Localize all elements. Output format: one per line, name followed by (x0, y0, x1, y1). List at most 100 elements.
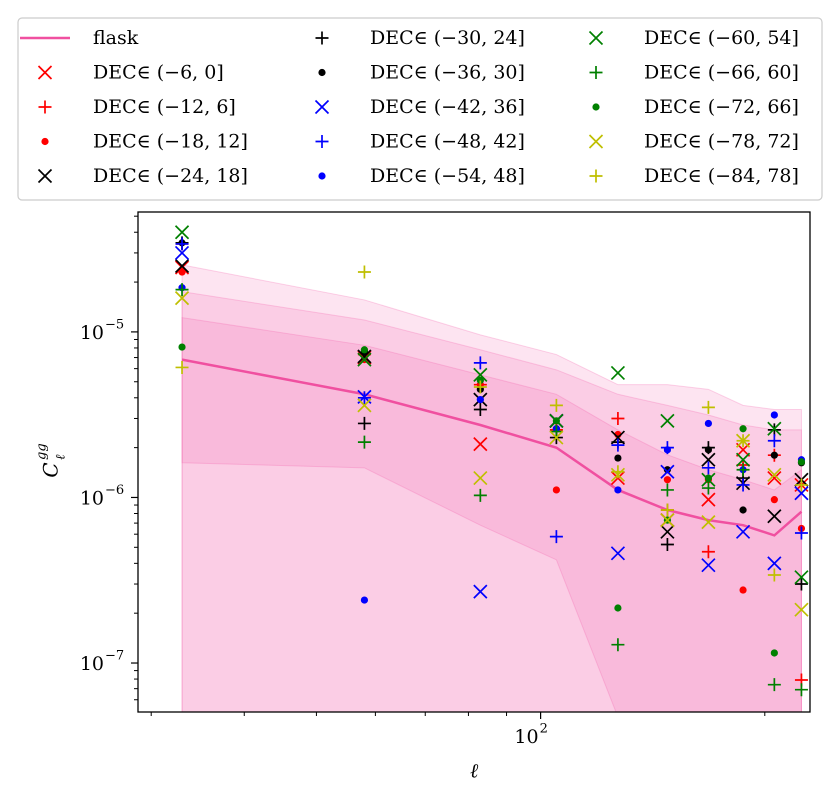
legend-label: DEC∈ (−66, 60] (644, 62, 799, 84)
point (794, 577, 808, 591)
point (174, 245, 190, 261)
point (736, 478, 750, 492)
legend-label: DEC∈ (−48, 42] (370, 131, 525, 153)
point (767, 470, 782, 486)
legend-swatch (314, 99, 330, 115)
point (476, 376, 484, 384)
point (660, 413, 675, 429)
point (701, 492, 716, 507)
legend-label: DEC∈ (−6, 0] (93, 62, 224, 84)
legend-label: DEC∈ (−30, 24] (370, 27, 525, 49)
point (660, 483, 674, 497)
point (357, 416, 371, 430)
point (735, 524, 751, 539)
point (736, 434, 750, 448)
y-tick-exponent: −6 (105, 483, 124, 498)
point (794, 526, 808, 540)
legend-swatch (37, 65, 53, 80)
point (174, 225, 190, 240)
point (610, 546, 626, 561)
point (701, 400, 715, 414)
x-axis-label: ℓ (470, 759, 479, 783)
point (794, 602, 809, 617)
point (704, 419, 713, 428)
point (357, 391, 371, 405)
y-tick-label: 10 (80, 653, 104, 675)
point (767, 678, 781, 692)
point (174, 291, 190, 306)
point (704, 474, 713, 482)
point (701, 452, 716, 467)
legend-swatch (589, 169, 603, 183)
legend-label: flask (93, 27, 139, 49)
legend-swatch (315, 31, 329, 45)
point (549, 430, 564, 445)
point (770, 451, 778, 459)
point (794, 683, 808, 697)
point (739, 586, 747, 594)
point (175, 283, 189, 297)
legend-label: DEC∈ (−78, 72] (644, 131, 799, 153)
point (175, 237, 189, 251)
point (611, 411, 625, 425)
point (663, 476, 672, 484)
point (767, 509, 782, 524)
point (611, 438, 625, 452)
point (476, 396, 484, 404)
point (704, 446, 713, 454)
legend-swatch (588, 30, 604, 46)
y-tick-exponent: −7 (105, 649, 124, 664)
y-tick-exponent: −5 (105, 317, 124, 332)
point (767, 421, 782, 436)
point (611, 465, 625, 479)
y-label-base: C (39, 462, 63, 477)
point (770, 496, 778, 504)
point (767, 568, 781, 582)
band (181, 264, 802, 712)
legend-label: DEC∈ (−42, 36] (370, 96, 525, 118)
point (614, 454, 622, 462)
point (614, 486, 622, 494)
point (552, 417, 560, 425)
band (181, 317, 802, 712)
y-label-sup: gg (35, 443, 50, 460)
point (611, 638, 625, 652)
legend-label: DEC∈ (−24, 18] (93, 165, 248, 187)
point (701, 558, 716, 573)
legend-label: DEC∈ (−54, 48] (370, 165, 525, 187)
legend-swatch (318, 68, 326, 77)
point (360, 346, 369, 354)
legend-swatch (41, 137, 49, 146)
legend-swatch (588, 134, 604, 149)
legend-box (17, 17, 823, 201)
point (357, 349, 372, 364)
band (181, 291, 802, 712)
point (549, 398, 563, 412)
point (473, 470, 488, 486)
point (767, 556, 782, 571)
point (549, 425, 563, 439)
point (174, 258, 190, 274)
legend-swatch (38, 100, 52, 114)
point (174, 260, 190, 275)
point (357, 435, 371, 449)
legend-swatch (589, 66, 603, 79)
point (797, 458, 806, 466)
point (473, 356, 487, 370)
point (357, 352, 372, 367)
point (735, 452, 751, 467)
point (357, 265, 371, 279)
point (663, 466, 672, 474)
point (552, 486, 560, 494)
plot-area (174, 225, 809, 712)
point (473, 367, 488, 382)
point (178, 268, 186, 276)
point (473, 402, 487, 416)
point (660, 503, 674, 517)
y-label-sub: ℓ (54, 454, 69, 460)
legend-label: DEC∈ (−18, 12] (93, 131, 248, 153)
legend-label: DEC∈ (−72, 66] (644, 96, 799, 118)
point (614, 604, 622, 612)
flask-line (181, 358, 803, 537)
